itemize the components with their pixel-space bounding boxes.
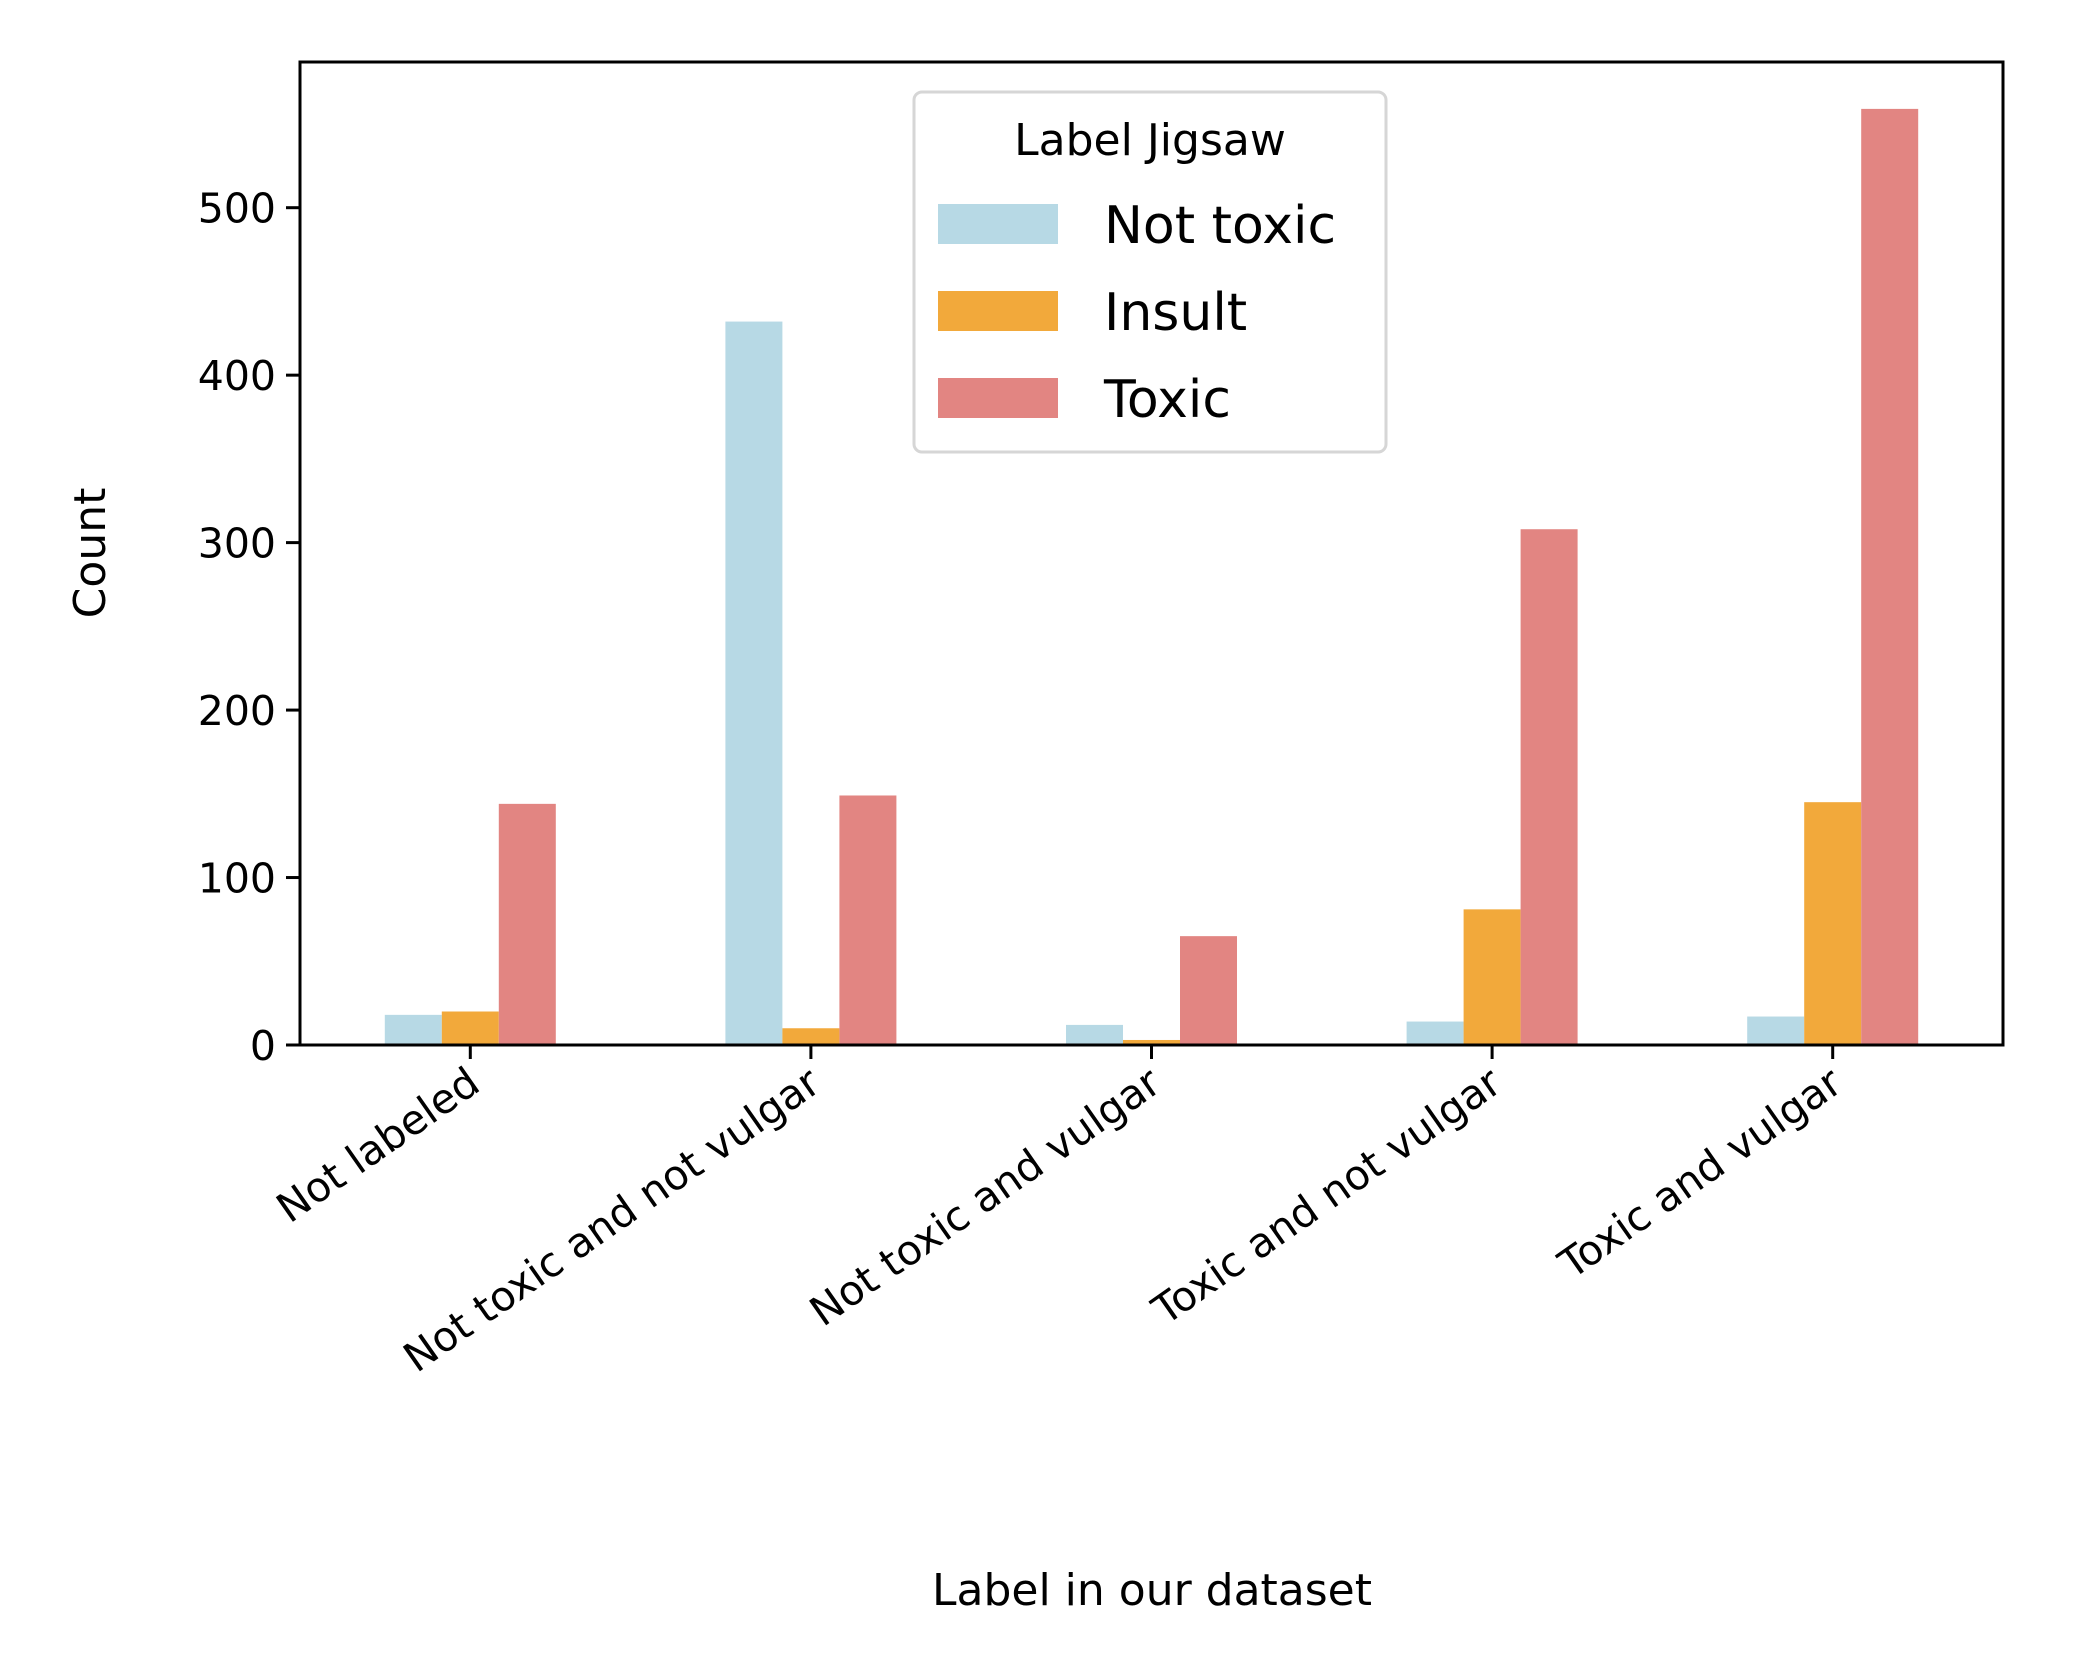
x-tick-label: Toxic and vulgar xyxy=(1549,1058,1850,1289)
x-axis-label: Label in our dataset xyxy=(932,1565,1372,1616)
bar-toxic-4 xyxy=(1861,108,1919,1045)
bar-toxic-1 xyxy=(839,795,897,1045)
legend-entries: Not toxic Insult Toxic xyxy=(938,196,1336,430)
x-tick-label: Toxic and not vulgar xyxy=(1143,1058,1510,1335)
bar-toxic-0 xyxy=(498,803,556,1045)
legend-swatch xyxy=(938,378,1058,418)
bar-insult-2 xyxy=(1123,1039,1180,1045)
y-tick-label: 400 xyxy=(198,352,276,400)
y-axis-label: Count xyxy=(65,488,116,619)
legend-title: Label Jigsaw xyxy=(1014,115,1286,166)
y-axis: 0 100 200 300 400 500 xyxy=(198,185,300,1070)
legend-label: Toxic xyxy=(1103,370,1231,430)
bar-insult-4 xyxy=(1804,802,1862,1045)
y-tick-label: 100 xyxy=(198,855,276,903)
x-tick-label: Not toxic and vulgar xyxy=(801,1058,1169,1336)
bar-toxic-2 xyxy=(1180,936,1237,1045)
legend: Label Jigsaw Not toxic Insult Toxic xyxy=(912,90,1388,454)
bar-not-toxic-0 xyxy=(384,1014,442,1045)
legend-label: Insult xyxy=(1104,283,1247,343)
y-tick-label: 500 xyxy=(198,185,276,233)
y-tick-label: 0 xyxy=(250,1022,276,1070)
bar-not-toxic-2 xyxy=(1066,1024,1123,1045)
bar-insult-3 xyxy=(1463,909,1521,1045)
bar-toxic-3 xyxy=(1520,529,1578,1045)
y-tick-label: 300 xyxy=(198,520,276,568)
x-tick-label: Not labeled xyxy=(268,1058,488,1232)
bars xyxy=(384,108,1919,1046)
legend-swatch xyxy=(938,291,1058,331)
legend-box xyxy=(912,90,1388,454)
y-tick-label: 200 xyxy=(198,687,276,735)
legend-swatch xyxy=(938,204,1058,244)
bar-insult-1 xyxy=(782,1028,840,1045)
bar-not-toxic-1 xyxy=(725,321,783,1046)
legend-label: Not toxic xyxy=(1104,196,1336,256)
bar-not-toxic-4 xyxy=(1747,1016,1805,1045)
bar-insult-0 xyxy=(441,1011,499,1045)
bar-not-toxic-3 xyxy=(1406,1021,1464,1045)
